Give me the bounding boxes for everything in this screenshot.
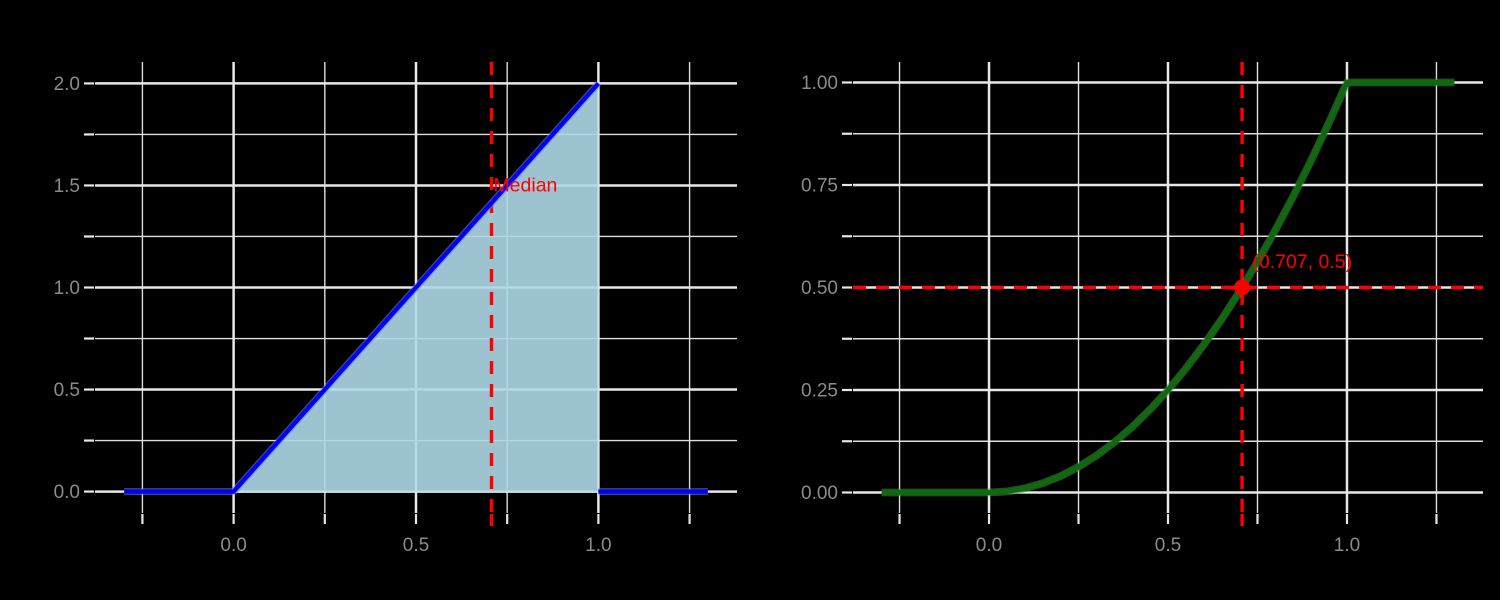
pdf-line xyxy=(124,81,600,494)
left-chart-panel: Median 0.0 0.5 1.0 0.0 0.5 1.0 1.5 2.0 xyxy=(54,62,737,556)
axis-ticks xyxy=(84,82,691,526)
y-axis-label: 0.75 xyxy=(801,176,838,197)
x-axis-label: 1.0 xyxy=(1334,535,1360,556)
y-axis-label: 0.50 xyxy=(801,278,838,299)
x-axis-label: 0.5 xyxy=(1155,535,1181,556)
cdf-line xyxy=(881,79,1455,496)
x-axis-label: 1.0 xyxy=(585,535,611,556)
axis-labels: 0.0 0.5 1.0 0.0 0.5 1.0 1.5 2.0 xyxy=(54,74,612,556)
y-axis-label: 1.0 xyxy=(54,278,80,299)
axis-labels: 0.0 0.5 1.0 0.00 0.25 0.50 0.75 1.00 xyxy=(801,73,1360,556)
axis-ticks xyxy=(842,81,1438,526)
y-axis-label: 1.00 xyxy=(801,73,838,94)
median-label: Median xyxy=(493,174,557,196)
y-axis-label: 0.25 xyxy=(801,381,838,402)
right-chart-panel: (0.707, 0.5) 0.0 0.5 1.0 0.00 0.25 0.50 0.75 1.0… xyxy=(801,62,1483,556)
y-axis-label: 1.5 xyxy=(54,176,80,197)
grid-major xyxy=(853,62,1483,513)
x-axis-label: 0.5 xyxy=(403,535,429,556)
point-label: (0.707, 0.5) xyxy=(1252,251,1352,273)
y-axis-label: 0.0 xyxy=(54,482,80,503)
y-axis-label: 0.00 xyxy=(801,483,838,504)
x-axis-label: 0.0 xyxy=(976,535,1002,556)
y-axis-label: 0.5 xyxy=(54,380,80,401)
y-axis-label: 2.0 xyxy=(54,74,80,95)
median-point xyxy=(1234,279,1251,296)
x-axis-label: 0.0 xyxy=(220,535,246,556)
